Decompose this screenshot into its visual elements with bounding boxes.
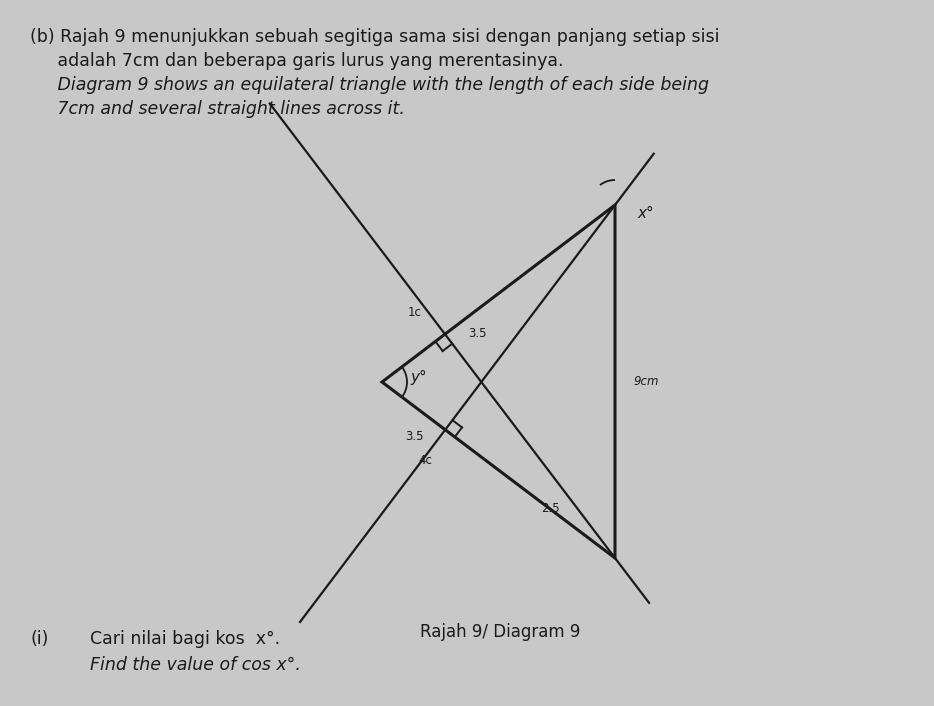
Text: 7cm and several straight lines across it.: 7cm and several straight lines across it…	[30, 100, 404, 118]
Text: (b) Rajah 9 menunjukkan sebuah segitiga sama sisi dengan panjang setiap sisi: (b) Rajah 9 menunjukkan sebuah segitiga …	[30, 28, 719, 46]
Text: Diagram 9 shows an equilateral triangle with the length of each side being: Diagram 9 shows an equilateral triangle …	[30, 76, 709, 94]
Text: 1c: 1c	[407, 306, 421, 319]
Text: Rajah 9/ Diagram 9: Rajah 9/ Diagram 9	[419, 623, 580, 641]
Text: y°: y°	[410, 369, 427, 385]
Text: 3.5: 3.5	[405, 430, 424, 443]
Text: Find the value of cos x°.: Find the value of cos x°.	[90, 656, 301, 674]
Text: 4c: 4c	[418, 455, 432, 467]
Text: 9cm: 9cm	[633, 375, 658, 388]
Text: 3.5: 3.5	[468, 327, 487, 340]
Text: (i): (i)	[30, 630, 49, 648]
Text: 2.5: 2.5	[541, 503, 559, 515]
Text: Cari nilai bagi kos  x°.: Cari nilai bagi kos x°.	[90, 630, 280, 648]
Text: x°: x°	[637, 205, 654, 220]
Text: adalah 7cm dan beberapa garis lurus yang merentasinya.: adalah 7cm dan beberapa garis lurus yang…	[30, 52, 563, 70]
